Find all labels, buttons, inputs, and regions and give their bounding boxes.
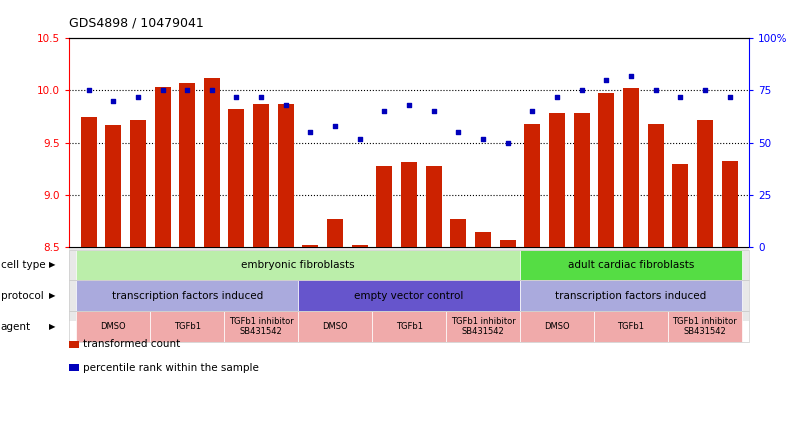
Point bbox=[304, 129, 317, 136]
Text: transcription factors induced: transcription factors induced bbox=[556, 291, 706, 301]
Point bbox=[575, 87, 588, 94]
Text: ▶: ▶ bbox=[49, 261, 56, 269]
Text: ▶: ▶ bbox=[49, 322, 56, 331]
Text: transformed count: transformed count bbox=[83, 339, 180, 349]
Point bbox=[206, 87, 219, 94]
Point bbox=[131, 93, 144, 100]
Point bbox=[181, 87, 194, 94]
Point bbox=[599, 77, 612, 83]
Point bbox=[625, 72, 637, 79]
Bar bbox=[278, 104, 294, 247]
Bar bbox=[450, 219, 467, 247]
Text: TGFb1 inhibitor
SB431542: TGFb1 inhibitor SB431542 bbox=[450, 317, 515, 336]
Text: protocol: protocol bbox=[1, 291, 44, 301]
Text: TGFb1: TGFb1 bbox=[173, 322, 201, 331]
Point bbox=[82, 87, 95, 94]
Point bbox=[551, 93, 564, 100]
Point bbox=[674, 93, 687, 100]
Bar bbox=[549, 113, 565, 247]
Point bbox=[698, 87, 711, 94]
Point bbox=[526, 108, 539, 115]
Bar bbox=[475, 232, 491, 247]
Bar bbox=[401, 162, 417, 247]
Bar bbox=[105, 125, 121, 247]
Bar bbox=[647, 124, 663, 247]
Bar bbox=[573, 113, 590, 247]
Bar bbox=[302, 245, 318, 247]
Text: agent: agent bbox=[1, 322, 31, 332]
Text: transcription factors induced: transcription factors induced bbox=[112, 291, 262, 301]
Bar bbox=[327, 219, 343, 247]
Bar bbox=[524, 124, 540, 247]
Text: embryonic fibroblasts: embryonic fibroblasts bbox=[241, 260, 355, 270]
Text: ▶: ▶ bbox=[49, 291, 56, 300]
Point bbox=[107, 98, 120, 104]
Point bbox=[403, 102, 416, 108]
Text: TGFb1: TGFb1 bbox=[395, 322, 423, 331]
Text: adult cardiac fibroblasts: adult cardiac fibroblasts bbox=[568, 260, 694, 270]
Bar bbox=[179, 83, 195, 247]
Text: TGFb1: TGFb1 bbox=[617, 322, 645, 331]
Bar bbox=[253, 104, 269, 247]
Bar bbox=[672, 164, 688, 247]
Bar bbox=[722, 161, 738, 247]
Text: percentile rank within the sample: percentile rank within the sample bbox=[83, 363, 258, 373]
Point bbox=[452, 129, 465, 136]
Bar bbox=[377, 166, 392, 247]
Bar bbox=[155, 87, 171, 247]
Point bbox=[476, 135, 489, 142]
Point bbox=[353, 135, 366, 142]
Text: DMSO: DMSO bbox=[322, 322, 348, 331]
Bar bbox=[426, 166, 441, 247]
Point bbox=[279, 102, 292, 108]
Bar bbox=[130, 120, 146, 247]
Point bbox=[723, 93, 736, 100]
Point bbox=[501, 140, 514, 146]
Bar bbox=[80, 117, 96, 247]
Point bbox=[649, 87, 662, 94]
Text: DMSO: DMSO bbox=[544, 322, 569, 331]
Text: GDS4898 / 10479041: GDS4898 / 10479041 bbox=[69, 16, 203, 30]
Bar bbox=[352, 245, 368, 247]
Bar bbox=[697, 120, 713, 247]
Text: TGFb1 inhibitor
SB431542: TGFb1 inhibitor SB431542 bbox=[228, 317, 293, 336]
Point bbox=[230, 93, 243, 100]
Text: cell type: cell type bbox=[1, 260, 45, 270]
Text: TGFb1 inhibitor
SB431542: TGFb1 inhibitor SB431542 bbox=[672, 317, 737, 336]
Text: DMSO: DMSO bbox=[100, 322, 126, 331]
Text: empty vector control: empty vector control bbox=[354, 291, 464, 301]
Point bbox=[156, 87, 169, 94]
Point bbox=[378, 108, 391, 115]
Bar bbox=[204, 78, 220, 247]
Point bbox=[427, 108, 440, 115]
Bar bbox=[599, 93, 614, 247]
Bar bbox=[500, 240, 516, 247]
Point bbox=[329, 123, 342, 129]
Bar bbox=[228, 109, 245, 247]
Point bbox=[254, 93, 267, 100]
Bar bbox=[623, 88, 639, 247]
